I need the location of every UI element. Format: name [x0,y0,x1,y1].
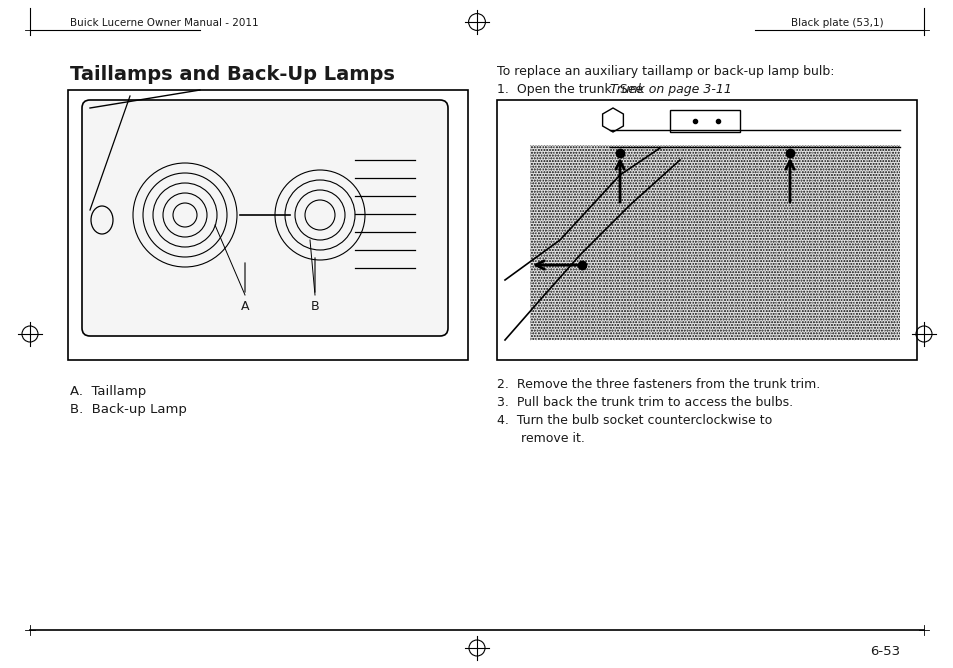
Text: A.  Taillamp: A. Taillamp [70,385,146,398]
Text: Buick Lucerne Owner Manual - 2011: Buick Lucerne Owner Manual - 2011 [70,18,258,28]
Text: 6-53: 6-53 [869,645,899,658]
Text: To replace an auxiliary taillamp or back-up lamp bulb:: To replace an auxiliary taillamp or back… [497,65,834,78]
Text: Trunk on page 3-11: Trunk on page 3-11 [609,83,731,96]
Text: 4.  Turn the bulb socket counterclockwise to: 4. Turn the bulb socket counterclockwise… [497,414,771,427]
Text: .: . [694,83,698,96]
Text: 3.  Pull back the trunk trim to access the bulbs.: 3. Pull back the trunk trim to access th… [497,396,792,409]
Bar [497,100,916,360]
FancyBboxPatch shape [82,100,448,336]
Bar [669,110,740,132]
Text: Black plate (53,1): Black plate (53,1) [791,18,883,28]
Text: A: A [240,300,249,313]
Bar [530,145,899,340]
Text: Taillamps and Back-Up Lamps: Taillamps and Back-Up Lamps [70,65,395,84]
Text: 2.  Remove the three fasteners from the trunk trim.: 2. Remove the three fasteners from the t… [497,378,820,391]
Text: remove it.: remove it. [497,432,584,445]
Text: B: B [311,300,319,313]
Text: 1.  Open the trunk. See: 1. Open the trunk. See [497,83,646,96]
Text: B.  Back-up Lamp: B. Back-up Lamp [70,403,187,416]
Bar [68,90,468,360]
